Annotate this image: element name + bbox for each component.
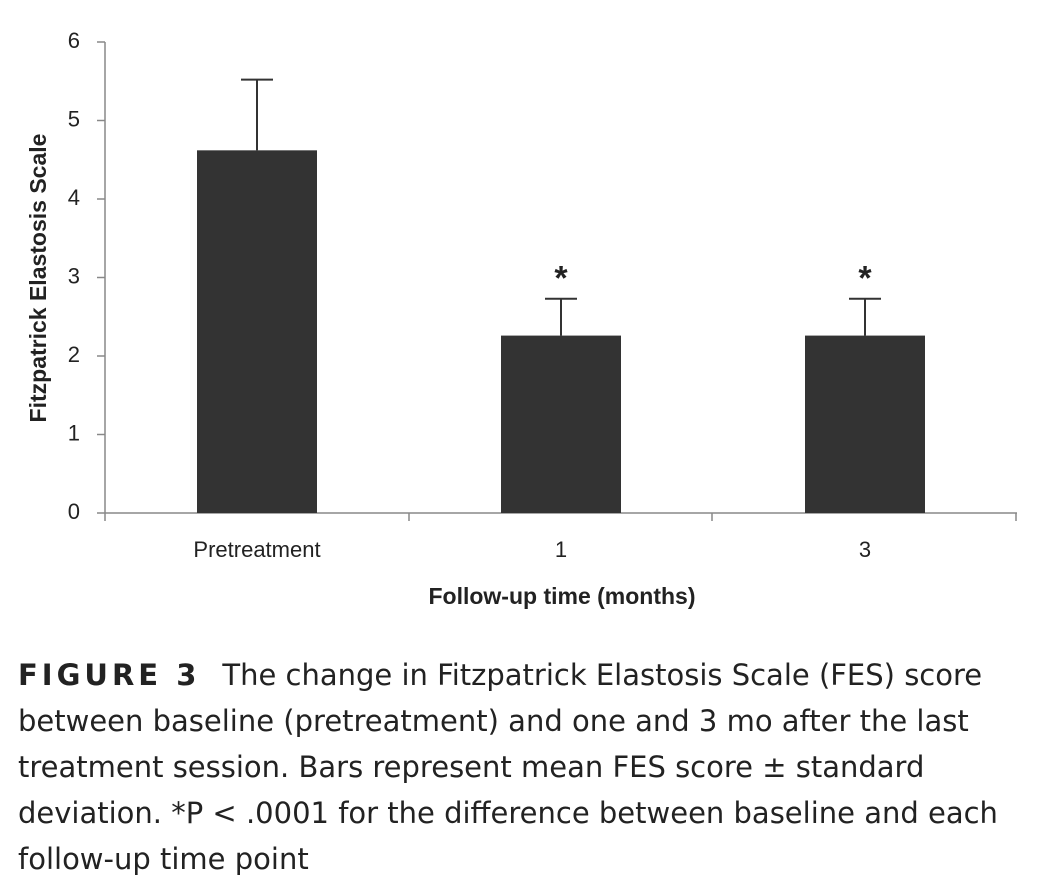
caption-text: The change in Fitzpatrick Elastosis Scal… (18, 658, 998, 876)
bar (805, 335, 925, 513)
caption: FIGURE 3 The change in Fitzpatrick Elasto… (18, 652, 1033, 882)
y-tick-label: 4 (68, 185, 80, 210)
bar (197, 150, 317, 513)
annotation: * (554, 260, 568, 298)
error-bar (545, 297, 577, 336)
x-axis-title: Follow-up time (months) (428, 583, 695, 609)
y-tick-label: 5 (68, 106, 80, 131)
chart: Follow-up time (months) Fitzpatrick Elas… (25, 28, 1017, 609)
y-tick-label: 3 (68, 263, 80, 288)
y-tick-label: 0 (68, 499, 80, 524)
y-tick-label: 2 (68, 342, 80, 367)
y-tick-label: 1 (68, 420, 80, 445)
y-axis-title: Fitzpatrick Elastosis Scale (25, 134, 51, 423)
caption-label: FIGURE 3 (18, 658, 201, 692)
x-tick-label: Pretreatment (193, 537, 320, 562)
x-tick-label: 3 (859, 537, 871, 562)
error-bar (849, 297, 881, 336)
x-tick-label: 1 (555, 537, 567, 562)
annotation: * (858, 260, 872, 298)
bar (501, 335, 621, 513)
y-tick-label: 6 (68, 28, 80, 53)
error-bar (241, 78, 273, 151)
